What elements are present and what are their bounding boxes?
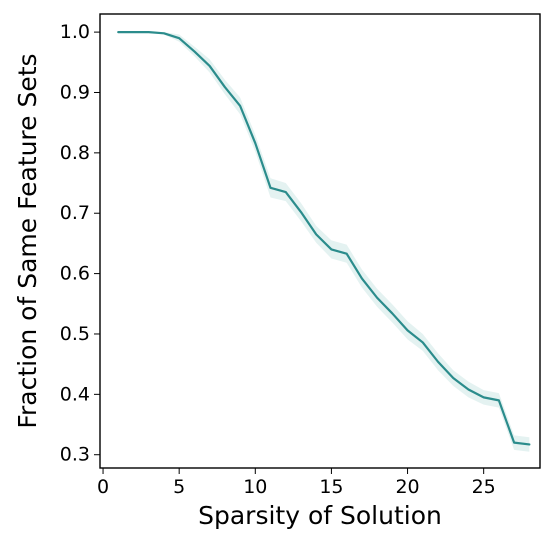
y-tick-label: 1.0 — [60, 21, 90, 43]
x-tick-label: 25 — [472, 476, 496, 498]
x-tick-label: 10 — [243, 476, 267, 498]
y-tick-label: 0.3 — [60, 444, 90, 466]
line-chart: 0 5 10 15 20 25 0.3 0.4 0.5 0.6 0.7 0.8 0.9 1.0 Sparsi… — [0, 0, 556, 542]
chart-container: 0 5 10 15 20 25 0.3 0.4 0.5 0.6 0.7 0.8 0.9 1.0 Sparsi… — [0, 0, 556, 542]
y-tick-label: 0.7 — [60, 202, 90, 224]
x-tick-label: 0 — [97, 476, 109, 498]
y-tick-label: 0.4 — [60, 383, 90, 405]
x-tick-label: 5 — [173, 476, 185, 498]
y-tick-label: 0.8 — [60, 142, 90, 164]
y-tick-label: 0.9 — [60, 81, 90, 103]
x-tick-label: 15 — [319, 476, 343, 498]
y-axis-label: Fraction of Same Feature Sets — [13, 53, 42, 428]
x-axis-label: Sparsity of Solution — [198, 501, 442, 530]
y-tick-label: 0.6 — [60, 263, 90, 285]
x-tick-label: 20 — [395, 476, 419, 498]
y-tick-label: 0.5 — [60, 323, 90, 345]
